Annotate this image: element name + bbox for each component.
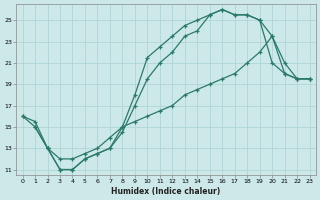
X-axis label: Humidex (Indice chaleur): Humidex (Indice chaleur)	[111, 187, 221, 196]
